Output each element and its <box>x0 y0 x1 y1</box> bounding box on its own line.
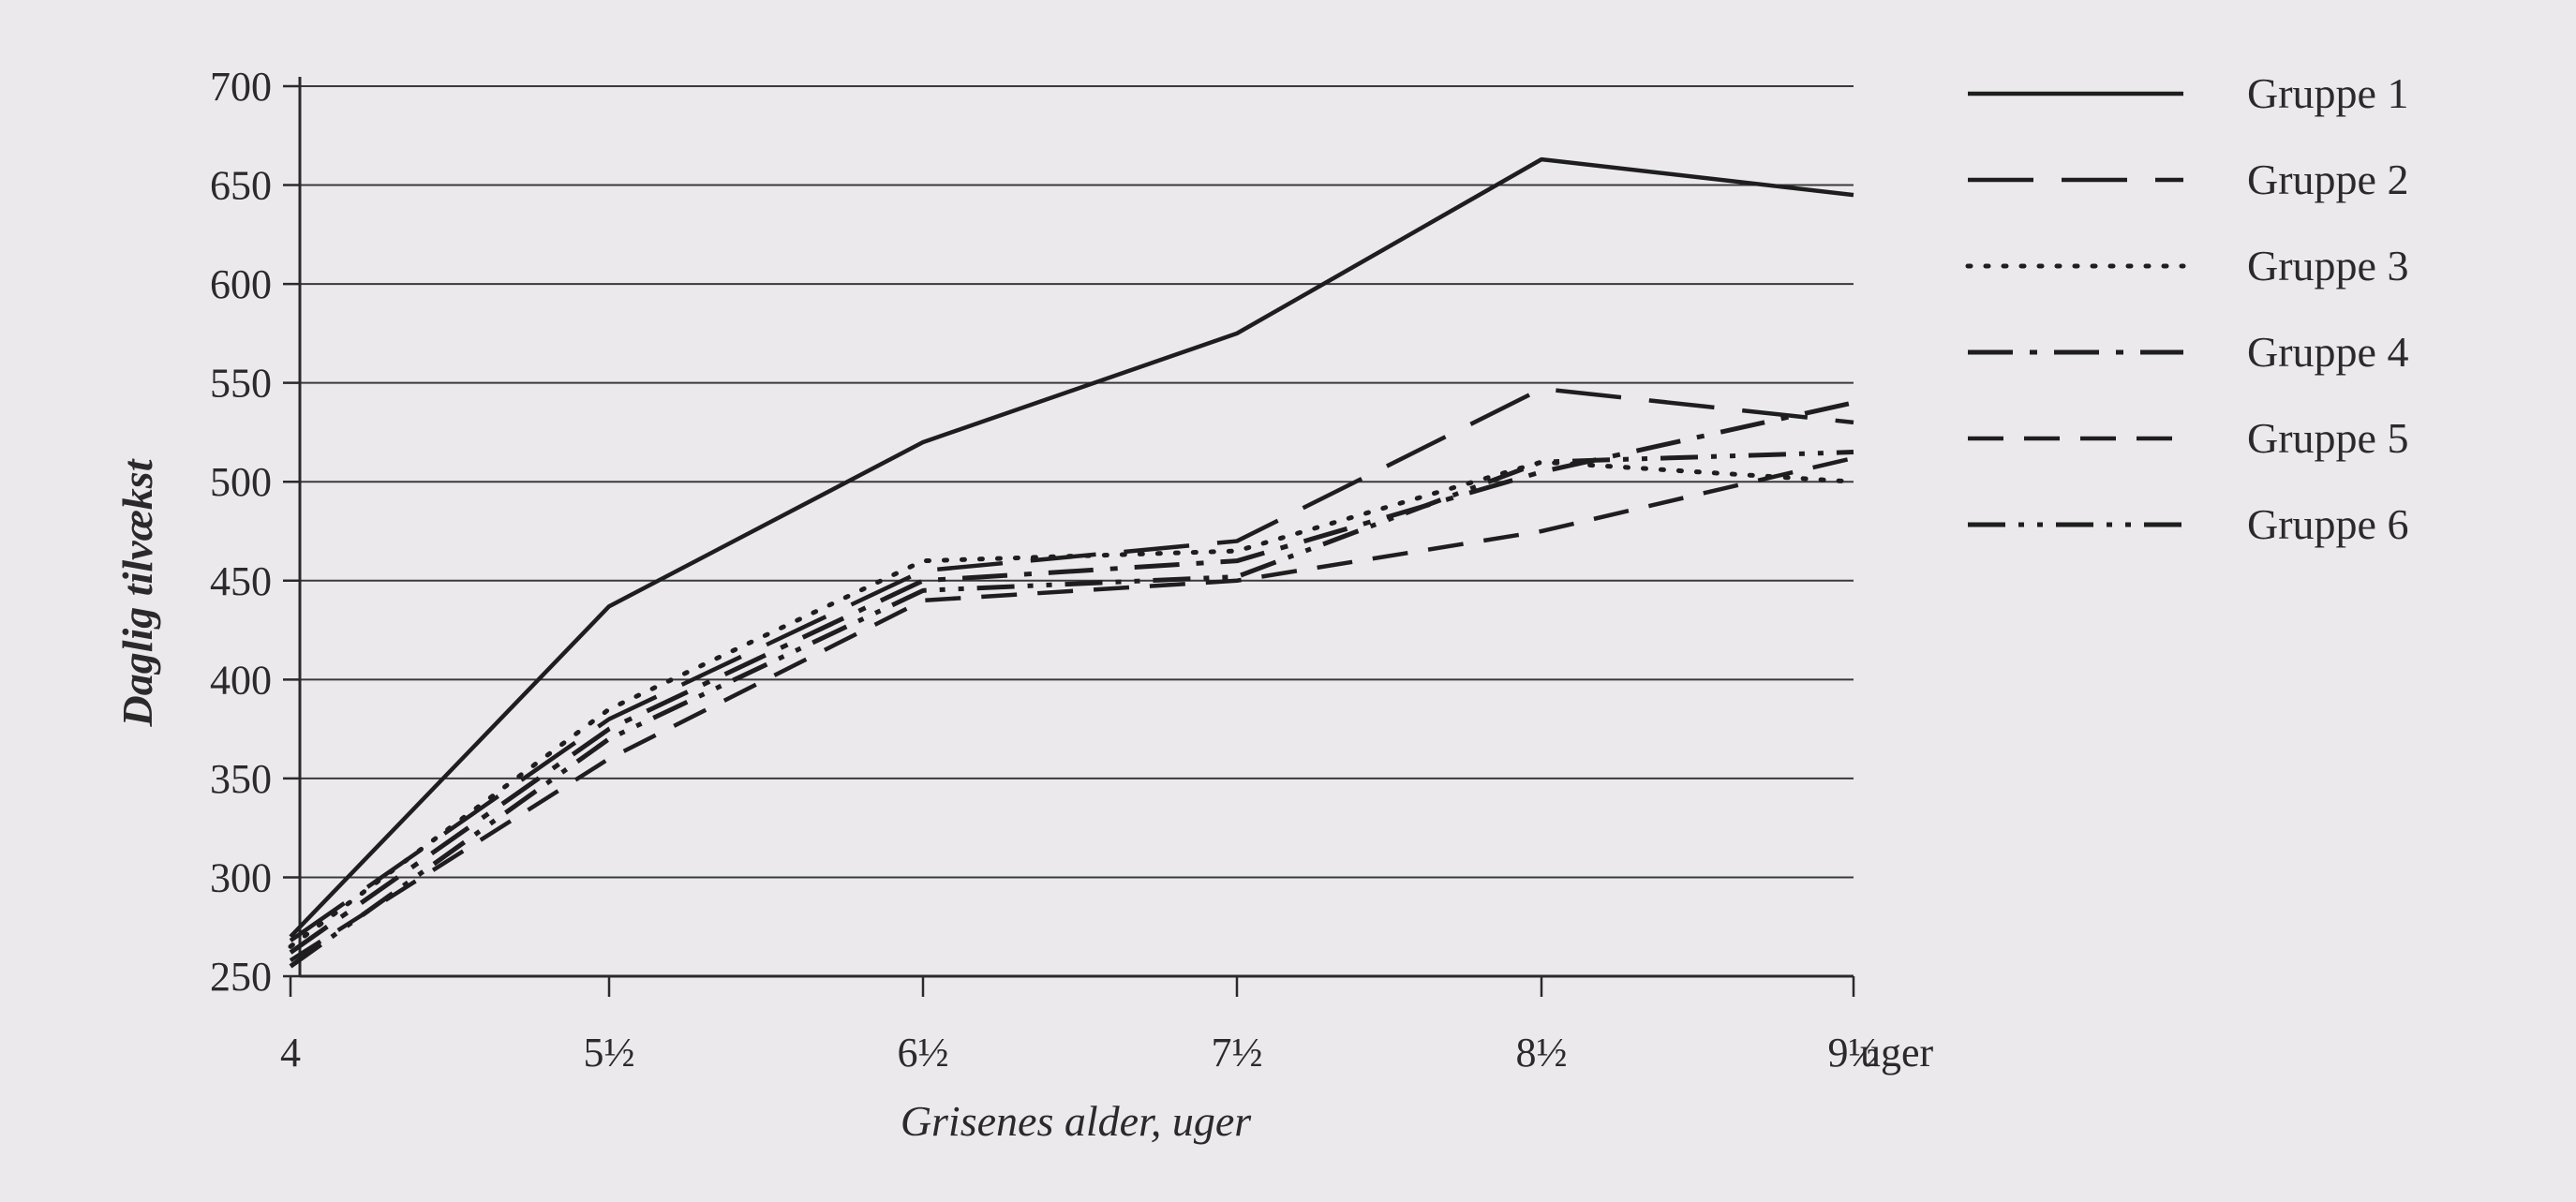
x-tick-label: 9½ <box>1828 1030 1880 1076</box>
y-tick-label: 450 <box>210 558 272 604</box>
series-line-gruppe-2 <box>289 386 1854 942</box>
series-line-gruppe-6 <box>289 450 1854 969</box>
series-lines <box>288 156 1856 969</box>
legend-label-gruppe-2: Gruppe 2 <box>2247 156 2408 203</box>
y-axis-title: Daglig tilvækst <box>113 458 161 727</box>
legend-label-gruppe-5: Gruppe 5 <box>2247 414 2408 462</box>
y-tick-label: 400 <box>210 657 272 703</box>
x-tick-label: 5½ <box>584 1030 635 1076</box>
legend-label-gruppe-3: Gruppe 3 <box>2247 242 2408 289</box>
series-line-gruppe-1 <box>289 156 1854 939</box>
x-tick-label: 4 <box>280 1030 301 1076</box>
y-tick-label: 650 <box>210 163 272 209</box>
y-tick-label: 300 <box>210 854 272 900</box>
series-line-gruppe-4 <box>289 400 1854 955</box>
x-tick-label: 6½ <box>898 1030 949 1076</box>
axes <box>283 77 1855 997</box>
legend: Gruppe 1 Gruppe 2 Gruppe 3 Gruppe 4 Gruppe 5… <box>1965 69 2408 548</box>
y-tick-label: 250 <box>210 954 272 1000</box>
y-tick-label: 700 <box>210 64 272 110</box>
legend-label-gruppe-4: Gruppe 4 <box>2247 328 2408 376</box>
x-tick-label: 8½ <box>1516 1030 1568 1076</box>
x-tick-labels: 4 5½ 6½ 7½ 8½ 9½ <box>280 1030 1880 1076</box>
y-tick-label: 350 <box>210 756 272 802</box>
series-line-gruppe-5 <box>289 455 1854 963</box>
y-tick-label: 550 <box>210 361 272 407</box>
x-axis-unit-label: uger <box>1860 1030 1934 1076</box>
series-line-gruppe-3 <box>288 459 1856 949</box>
legend-label-gruppe-6: Gruppe 6 <box>2247 500 2408 548</box>
legend-label-gruppe-1: Gruppe 1 <box>2247 69 2408 117</box>
x-tick-label: 7½ <box>1212 1030 1263 1076</box>
y-tick-label: 500 <box>210 459 272 505</box>
y-tick-label: 600 <box>210 261 272 307</box>
gridlines <box>300 85 1854 977</box>
x-axis-title: Grisenes alder, uger <box>901 1097 1252 1145</box>
y-tick-labels: 250 300 350 400 450 500 550 600 650 700 <box>210 64 272 1000</box>
